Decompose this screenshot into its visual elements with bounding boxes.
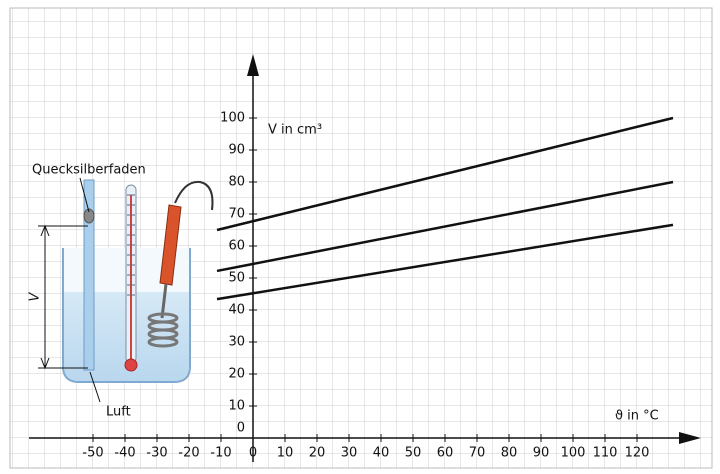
x-tick-label: 60: [437, 446, 454, 461]
x-tick-label: 30: [341, 446, 358, 461]
y-tick-label: 40: [228, 303, 245, 318]
chart: Quecksilberfaden V Luft V in cm³ ϑ in °C…: [0, 0, 720, 474]
y-tick-label: 100: [220, 111, 245, 126]
y-tick-label: 10: [228, 399, 245, 414]
annotation: Quecksilberfaden: [32, 163, 146, 178]
y-tick-label: 60: [228, 239, 245, 254]
x-tick-label: -50: [82, 446, 103, 461]
annotation: Luft: [106, 405, 131, 420]
x-tick-label: 90: [533, 446, 550, 461]
x-tick-label: 120: [625, 446, 650, 461]
x-tick-label: 0: [249, 446, 257, 461]
y-tick-label: 90: [228, 143, 245, 158]
x-tick-label: 70: [469, 446, 486, 461]
x-tick-label: -20: [178, 446, 199, 461]
x-tick-label: -40: [114, 446, 135, 461]
y-tick-label: 0: [237, 421, 245, 436]
x-tick-label: -10: [210, 446, 231, 461]
y-tick-label: 30: [228, 335, 245, 350]
y-tick-label: 20: [228, 367, 245, 382]
x-axis-label: ϑ in °C: [615, 409, 659, 424]
x-tick-label: 10: [277, 446, 294, 461]
y-tick-label: 80: [228, 175, 245, 190]
x-tick-label: 110: [593, 446, 618, 461]
grid-paper: [10, 8, 712, 468]
x-tick-label: 100: [561, 446, 586, 461]
y-axis-label: V in cm³: [268, 123, 322, 138]
x-tick-label: 80: [501, 446, 518, 461]
x-tick-label: 20: [309, 446, 326, 461]
y-tick-label: 50: [228, 271, 245, 286]
x-tick-label: 40: [373, 446, 390, 461]
x-tick-label: 50: [405, 446, 422, 461]
y-tick-label: 70: [228, 207, 245, 222]
x-tick-label: -30: [146, 446, 167, 461]
annotation: V: [28, 291, 43, 301]
